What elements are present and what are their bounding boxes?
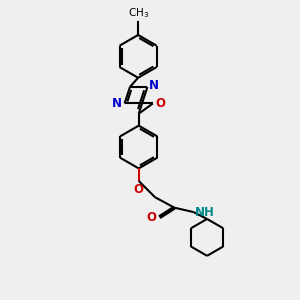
- Text: O: O: [146, 211, 157, 224]
- Text: O: O: [155, 97, 165, 110]
- Text: O: O: [134, 183, 144, 196]
- Text: N: N: [149, 79, 159, 92]
- Text: CH$_3$: CH$_3$: [128, 6, 149, 20]
- Text: NH: NH: [195, 206, 215, 219]
- Text: N: N: [112, 97, 122, 110]
